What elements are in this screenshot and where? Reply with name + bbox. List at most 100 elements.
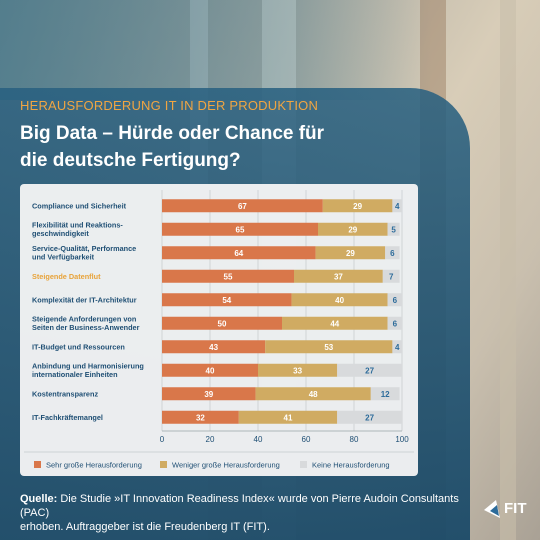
- x-tick-label: 0: [160, 435, 165, 444]
- category-label-line: IT-Budget und Ressourcen: [32, 342, 125, 351]
- legend-label: Keine Herausforderung: [312, 461, 390, 470]
- category-label: Steigende Anforderungen von Seiten der Bu…: [32, 315, 140, 333]
- category-label: HERAUSFORDERUNG IT IN DER PRODUKTION: [20, 98, 319, 113]
- bar-segment: [337, 363, 402, 377]
- category-label-line: IT-Fachkräftemangel: [32, 413, 103, 422]
- legend-swatch: [300, 461, 307, 468]
- bar-value-label: 41: [284, 413, 293, 422]
- title-line-2: die deutsche Fertigung?: [20, 150, 241, 171]
- bar-value-label: 55: [224, 272, 233, 281]
- bar-segment: [162, 269, 294, 283]
- bar-segment: [265, 340, 393, 354]
- bar-value-label: 12: [381, 390, 390, 399]
- fit-logo-icon: [484, 500, 500, 518]
- bar-value-label: 43: [209, 343, 218, 352]
- category-label: Kostentransparenz: [32, 389, 98, 398]
- category-label-line: Komplexität der IT-Architektur: [32, 295, 137, 304]
- category-label-line: Seiten der Business-Anwender: [32, 323, 140, 332]
- bar-segment: [392, 340, 402, 354]
- bar-value-label: 4: [395, 343, 400, 352]
- bar-value-label: 65: [236, 225, 245, 234]
- logo-text: FIT: [504, 500, 527, 517]
- bar-value-label: 67: [238, 202, 247, 211]
- page-title: Big Data – Hürde oder Chance für die deu…: [20, 120, 350, 174]
- source-note: Quelle: Die Studie »IT Innovation Readin…: [20, 492, 460, 534]
- bar-segment: [382, 269, 400, 283]
- bar-segment: [387, 293, 402, 307]
- category-label: Steigende Datenflut: [32, 272, 101, 281]
- category-label: Komplexität der IT-Architektur: [32, 295, 137, 304]
- bar-value-label: 37: [334, 272, 343, 281]
- bar-value-label: 54: [222, 296, 231, 305]
- bar-segment: [162, 293, 292, 307]
- bar-segment: [255, 387, 371, 401]
- bar-segment: [162, 410, 239, 424]
- title-line-1: Big Data – Hürde oder Chance für: [20, 123, 325, 144]
- bar-value-label: 64: [234, 249, 243, 258]
- x-tick-label: 20: [206, 435, 215, 444]
- bar-value-label: 48: [309, 390, 318, 399]
- bar-segment: [162, 199, 323, 213]
- bar-value-label: 6: [390, 249, 395, 258]
- bar-segment: [387, 222, 400, 236]
- legend-swatch: [160, 461, 167, 468]
- bar-segment: [318, 222, 388, 236]
- source-text-1: Die Studie »IT Innovation Readiness Inde…: [20, 493, 459, 519]
- source-label: Quelle:: [20, 493, 58, 505]
- bar-segment: [162, 316, 282, 330]
- category-label: Flexibilität und Reaktions-geschwindigke…: [32, 221, 123, 239]
- category-label-line: geschwindigkeit: [32, 229, 89, 238]
- header-overlay: [0, 0, 540, 100]
- legend-label: Weniger große Herausforderung: [172, 461, 280, 470]
- category-label-line: Flexibilität und Reaktions-: [32, 221, 123, 230]
- bar-segment: [162, 246, 316, 260]
- x-tick-label: 100: [395, 435, 409, 444]
- bar-segment: [162, 340, 266, 354]
- category-label-line: und Verfügbarkeit: [32, 253, 95, 262]
- category-label: Compliance und Sicherheit: [32, 201, 127, 210]
- bar-value-label: 29: [348, 225, 357, 234]
- bar-value-label: 5: [391, 225, 396, 234]
- x-tick-label: 60: [302, 435, 311, 444]
- legend-label: Sehr große Herausforderung: [46, 461, 142, 470]
- bar-segment: [322, 199, 393, 213]
- bar-value-label: 6: [393, 296, 398, 305]
- bar-segment: [282, 316, 388, 330]
- bar-segment: [315, 246, 386, 260]
- bar-segment: [162, 387, 256, 401]
- bar-segment: [370, 387, 400, 401]
- category-label-line: Steigende Datenflut: [32, 272, 101, 281]
- source-text-2: erhoben. Auftraggeber ist die Freudenber…: [20, 521, 270, 533]
- category-label: Service-Qualität, Performance und Verfügb…: [32, 244, 136, 262]
- x-tick-label: 40: [254, 435, 263, 444]
- bar-value-label: 7: [389, 272, 394, 281]
- category-label: Anbindung und Harmonisierung internationa…: [32, 362, 144, 380]
- bar-segment: [385, 246, 400, 260]
- bar-value-label: 40: [206, 366, 215, 375]
- category-label-line: Service-Qualität, Performance: [32, 244, 136, 253]
- legend-swatch: [34, 461, 41, 468]
- bar-value-label: 40: [335, 296, 344, 305]
- bar-segment: [162, 222, 318, 236]
- category-label-line: Steigende Anforderungen von: [32, 315, 136, 324]
- bar-value-label: 44: [330, 319, 339, 328]
- bar-segment: [387, 316, 402, 330]
- bar-segment: [238, 410, 338, 424]
- bar-segment: [162, 363, 258, 377]
- bar-segment: [258, 363, 338, 377]
- category-label-line: Compliance und Sicherheit: [32, 201, 127, 210]
- category-label-line: Anbindung und Harmonisierung: [32, 362, 144, 371]
- category-label: IT-Budget und Ressourcen: [32, 342, 125, 351]
- category-label: IT-Fachkräftemangel: [32, 413, 103, 422]
- category-label-line: internationaler Einheiten: [32, 370, 118, 379]
- bar-value-label: 33: [293, 366, 302, 375]
- bar-value-label: 29: [346, 249, 355, 258]
- bar-segment: [291, 293, 388, 307]
- bar-segment: [294, 269, 383, 283]
- category-label-line: Kostentransparenz: [32, 389, 98, 398]
- bar-value-label: 27: [365, 413, 374, 422]
- background-pillar: [500, 0, 516, 540]
- bar-value-label: 27: [365, 366, 374, 375]
- bar-value-label: 6: [393, 319, 398, 328]
- bar-value-label: 4: [395, 202, 400, 211]
